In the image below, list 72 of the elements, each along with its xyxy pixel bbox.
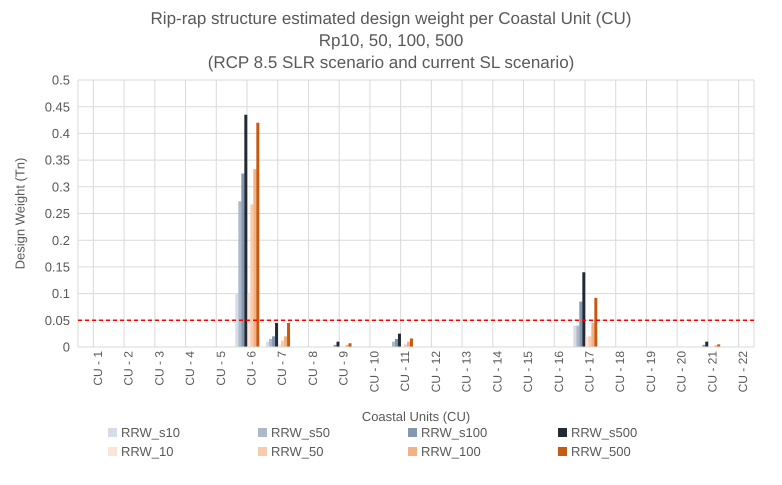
legend-label: RRW_50: [271, 444, 324, 459]
x-tick-label: CU - 16: [552, 350, 566, 392]
bar: [238, 201, 242, 347]
y-tick-label: 0.2: [52, 232, 70, 248]
bar: [269, 338, 272, 347]
bar: [579, 302, 582, 347]
y-tick-label: 0: [62, 340, 70, 355]
y-tick-label: 0.5: [52, 72, 70, 88]
y-axis-title: Design Weight (Tn): [12, 158, 28, 270]
x-tick-label: CU - 11: [398, 350, 412, 392]
bar: [591, 322, 594, 347]
chart-title: Rip-rap structure estimated design weight per Coastal Unit (CU): [150, 8, 632, 30]
bar: [275, 322, 278, 347]
legend-label: RRW_s100: [421, 425, 488, 440]
bar: [585, 336, 588, 347]
y-tick-label: 0.45: [44, 99, 70, 114]
bar: [287, 322, 290, 347]
bar: [406, 342, 410, 347]
x-tick-label: CU - 7: [275, 350, 290, 386]
x-tick-label: CU - 13: [460, 350, 474, 392]
bar: [576, 326, 580, 347]
x-tick-label: CU - 3: [152, 350, 166, 386]
legend-label: RRW_s50: [271, 425, 330, 440]
y-tick-label: 0.3: [52, 179, 70, 194]
bar: [284, 336, 288, 347]
x-tick-label: CU - 1: [90, 350, 105, 386]
legend-label: RRW_100: [421, 444, 481, 459]
bar: [247, 294, 250, 347]
x-tick-label: CU - 4: [183, 350, 198, 386]
bar: [244, 114, 248, 347]
legend-label: RRW_s10: [121, 425, 180, 440]
x-tick-label: CU - 6: [244, 350, 259, 386]
y-tick-label: 0.15: [44, 260, 70, 275]
x-tick-label: CU - 19: [644, 350, 658, 392]
bar: [256, 122, 260, 347]
y-tick-label: 0.4: [52, 126, 70, 142]
bar: [250, 204, 254, 347]
x-tick-label: CU - 8: [306, 350, 320, 386]
bar: [398, 334, 401, 347]
y-tick-label: 0.05: [44, 312, 70, 328]
chart-subtitle: Rp10, 50, 100, 500 (RCP 8.5 SLR scenario and current SL scenario): [206, 30, 576, 74]
y-tick-label: 0.25: [44, 206, 70, 222]
bar: [241, 173, 244, 347]
x-tick-label: CU - 14: [490, 350, 504, 392]
y-tick-label: 0.35: [44, 152, 70, 168]
x-tick-label: CU - 12: [428, 350, 443, 392]
y-tick-label: 0.1: [52, 286, 70, 302]
bar: [253, 169, 256, 347]
bar: [392, 342, 395, 347]
bar: [410, 338, 413, 347]
x-tick-label: CU - 5: [214, 350, 228, 386]
bar: [588, 336, 592, 347]
legend-label: RRW_10: [121, 444, 174, 459]
x-tick-label: CU - 20: [674, 350, 689, 392]
x-tick-label: CU - 10: [367, 350, 382, 392]
x-tick-label: CU - 21: [705, 350, 720, 392]
bar: [705, 342, 708, 347]
legend-label: RRW_500: [571, 444, 631, 459]
bar: [594, 298, 598, 347]
x-tick-label: CU - 15: [521, 350, 536, 392]
bar: [394, 338, 398, 347]
bar: [336, 342, 340, 347]
x-tick-label: CU - 2: [122, 350, 136, 386]
x-tick-label: CU - 17: [582, 350, 597, 392]
x-tick-label: CU - 9: [336, 350, 351, 386]
bar: [272, 336, 276, 347]
x-tick-label: CU - 18: [613, 350, 628, 392]
bar: [281, 340, 284, 347]
x-tick-label: CU - 22: [736, 350, 750, 392]
bar: [582, 272, 586, 347]
legend-label: RRW_s500: [571, 425, 638, 440]
x-axis-title: Coastal Units (CU): [362, 409, 470, 424]
